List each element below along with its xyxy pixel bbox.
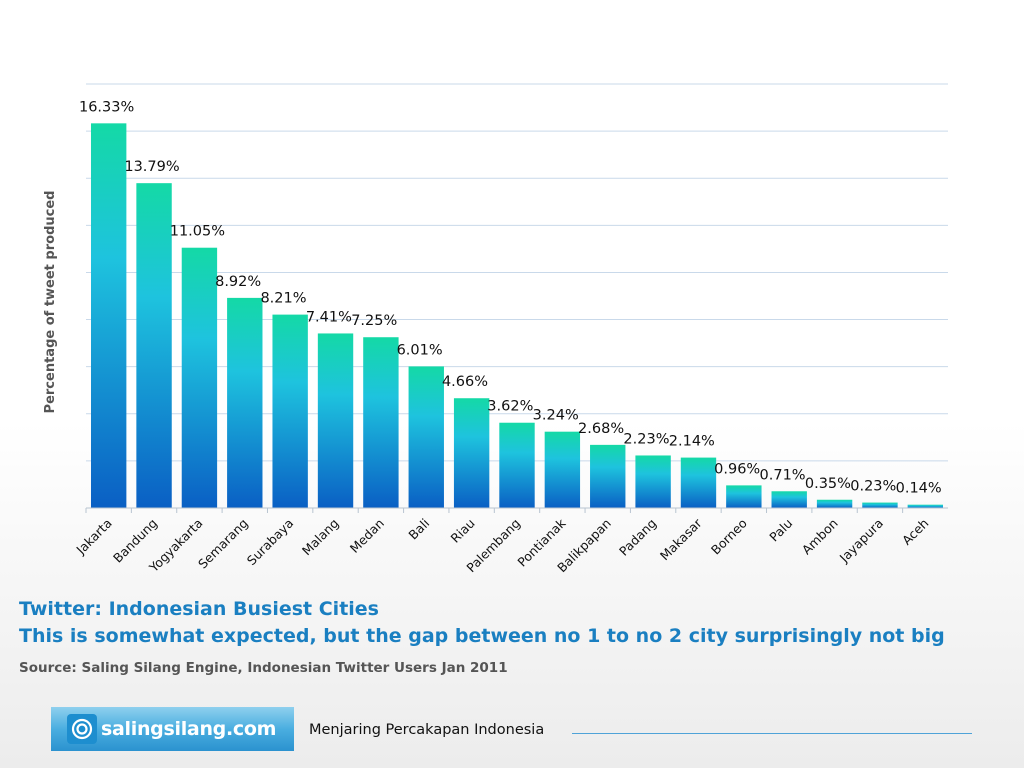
data-labels: 16.33% 13.79% 11.05% 8.92%8.21%7.41% 7.25%6.…	[79, 99, 942, 496]
bar-bali	[408, 366, 444, 508]
bar-malang	[317, 333, 354, 508]
bar-aceh	[907, 504, 944, 508]
bar-medan	[363, 337, 399, 508]
data-label: 0.35%	[805, 476, 851, 492]
source-note: Source: Saling Silang Engine, Indonesian…	[19, 660, 508, 676]
x-tick-label: Ambon	[799, 516, 841, 558]
x-tick-label: Bali	[405, 516, 432, 543]
tagline: Menjaring Percakapan Indonesia	[309, 722, 545, 738]
data-label: 8.92%	[215, 274, 261, 290]
target-icon	[67, 714, 97, 744]
x-tick-label: Makasar	[657, 515, 705, 563]
data-label: 16.33%	[79, 99, 134, 115]
data-label: 11.05%	[170, 224, 225, 240]
bar-bandung	[136, 183, 172, 508]
x-tick-label: Malang	[299, 516, 342, 559]
bar-padang	[635, 455, 671, 508]
bar-jayapura	[862, 502, 898, 508]
data-label: 7.41%	[306, 309, 352, 325]
data-label: 0.23%	[850, 479, 896, 495]
data-label: 3.62%	[487, 399, 533, 415]
x-tick-label: Riau	[448, 516, 478, 546]
caption-subtitle: This is somewhat expected, but the gap b…	[19, 625, 945, 647]
bar-makasar	[680, 457, 717, 508]
y-axis-label: Percentage of tweet produced	[43, 191, 58, 414]
bars	[90, 123, 944, 509]
data-label: 0.14%	[896, 481, 942, 497]
data-label: 8.21%	[260, 291, 306, 307]
bar-semarang	[227, 297, 263, 508]
footer-divider	[572, 733, 972, 734]
x-tick-label: Jayapura	[836, 516, 886, 566]
bar-palu	[771, 491, 807, 508]
x-tick-label: Medan	[347, 516, 387, 556]
bar-riau	[453, 398, 490, 508]
data-label: 4.66%	[442, 374, 488, 390]
bar-pontianak	[544, 431, 581, 508]
salingsilang-logo: salingsilang.com	[51, 707, 294, 751]
x-tick-label: Padang	[616, 516, 659, 559]
data-label: 2.68%	[578, 421, 624, 437]
data-label: 2.23%	[623, 431, 669, 447]
data-label: 7.25%	[351, 313, 397, 329]
bar-yogyakarta	[181, 247, 218, 508]
x-tick-label: Aceh	[899, 516, 931, 548]
logo-text: salingsilang.com	[101, 718, 277, 740]
x-tick-labels: JakartaBandungYogyakartaSemarangSurabaya…	[73, 508, 931, 576]
bar-jakarta	[90, 123, 127, 509]
x-tick-label: Palu	[766, 516, 795, 545]
bar-ambon	[816, 499, 853, 508]
x-tick-label: Borneo	[708, 516, 750, 558]
data-label: 6.01%	[397, 342, 443, 358]
data-label: 13.79%	[124, 159, 179, 175]
x-tick-label: Surabaya	[244, 516, 297, 569]
x-tick-label: Jakarta	[73, 516, 115, 558]
x-tick-label: Semarang	[195, 516, 251, 572]
bar-borneo	[726, 485, 762, 508]
bar-surabaya	[272, 314, 308, 508]
data-label: 2.14%	[669, 434, 715, 450]
bar-chart: 16.33% 13.79% 11.05% 8.92%8.21%7.41% 7.25%6.…	[43, 83, 948, 576]
data-label: 0.71%	[760, 467, 806, 483]
data-label: 3.24%	[533, 408, 579, 424]
caption-title: Twitter: Indonesian Busiest Cities	[19, 598, 379, 620]
data-label: 0.96%	[714, 461, 760, 477]
bar-palembang	[499, 422, 535, 508]
bar-balikpapan	[590, 444, 626, 508]
